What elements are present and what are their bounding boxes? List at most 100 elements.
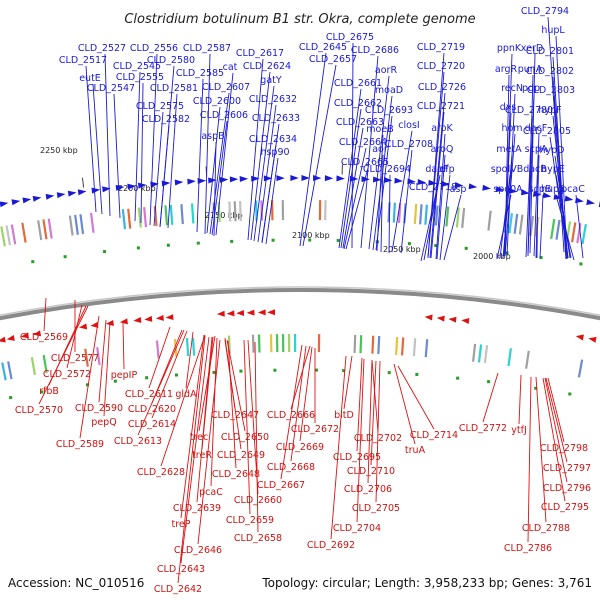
leader-line-bottom (482, 372, 499, 423)
gc-marker (196, 241, 200, 245)
leader-line-bottom (224, 339, 242, 450)
gene-label-top: xerD (521, 43, 543, 54)
gc-marker (415, 372, 419, 376)
leader-line-top (253, 85, 275, 242)
leader-line-top (250, 71, 271, 241)
leader-line-bottom (518, 374, 522, 425)
gene-label-top: CLD_2632 (249, 94, 297, 105)
gc-marker (212, 370, 216, 374)
gc-marker (336, 238, 340, 242)
gene-label-bottom: CLD_2660 (234, 495, 282, 506)
leader-line-bottom (198, 335, 216, 432)
gene-label-bottom: CLD_2649 (217, 450, 265, 461)
gene-label-top: CLD_2662 (334, 98, 382, 109)
forward-gene (441, 180, 450, 187)
reverse-gene (20, 332, 29, 339)
reverse-gene (133, 316, 142, 323)
gene-label-top: aorR (375, 65, 398, 76)
forward-gene (290, 175, 299, 182)
cog-bar-forward (392, 202, 396, 223)
forward-gene (11, 199, 21, 206)
gene-label-top: CLD_2555 (116, 72, 164, 83)
gene-label-top: eutE (79, 73, 101, 84)
gc-marker (534, 386, 538, 390)
gene-label-top: dacF (525, 123, 548, 134)
gene-label-bottom: CLD_2646 (174, 545, 222, 556)
forward-gene (361, 176, 370, 183)
cog-bar-forward (550, 218, 556, 240)
gene-label-bottom: CLD_2613 (114, 436, 162, 447)
gene-label-top: aroK (431, 123, 453, 134)
leader-line-bottom (299, 346, 313, 442)
gene-label-top: CLD_2600 (193, 96, 241, 107)
gene-label-bottom: CLD_2798 (540, 443, 588, 454)
gc-marker (136, 246, 140, 250)
gc-marker (145, 376, 149, 380)
forward-gene (520, 189, 530, 196)
gene-label-top: CLD_2803 (527, 85, 575, 96)
gene-label-top: CLD_2587 (183, 43, 231, 54)
cog-bar-reverse (155, 340, 160, 359)
gene-label-bottom: CLD_2710 (347, 466, 395, 477)
gc-marker (239, 369, 243, 373)
cog-bar-reverse (227, 335, 231, 354)
cog-bar-reverse (507, 348, 512, 367)
gene-label-top: CLD_2575 (136, 101, 184, 112)
gene-label-top: punA (518, 64, 543, 75)
forward-gene (229, 176, 239, 183)
leader-line-top (167, 93, 178, 229)
reverse-gene (424, 314, 433, 321)
cog-bar-forward (233, 201, 237, 222)
leader-line-top (375, 115, 393, 251)
cog-bar-forward (455, 207, 460, 228)
leader-line-top (533, 133, 540, 257)
reverse-gene (448, 316, 457, 323)
gene-label-bottom: CLD_2572 (43, 369, 91, 380)
reverse-gene (90, 321, 99, 328)
forward-gene (394, 177, 403, 184)
reverse-gene (257, 309, 266, 316)
gene-label-top: CLD_2802 (526, 66, 574, 77)
forward-gene (454, 182, 464, 188)
leader-line-top (299, 52, 327, 247)
leader-line-bottom (547, 377, 565, 443)
gene-label-bottom: CLD_2614 (128, 419, 176, 430)
leader-line-top (342, 127, 364, 249)
gene-label-top: CLD_2805 (523, 126, 571, 137)
forward-gene (77, 189, 87, 196)
gene-label-top: ppnK (497, 43, 522, 54)
leader-line-top (257, 104, 277, 243)
leader-line-bottom (280, 344, 303, 480)
forward-gene (219, 176, 229, 183)
cog-bar-forward (121, 209, 127, 230)
leader-line-bottom (177, 335, 206, 584)
leader-line-top (496, 194, 512, 260)
cog-bar-forward (47, 218, 53, 239)
reverse-gene (246, 309, 255, 316)
reverse-gene (216, 310, 225, 317)
forward-gene (56, 192, 66, 199)
leader-line-bottom (185, 331, 194, 389)
reverse-gene (6, 334, 15, 341)
reverse-gene (0, 336, 6, 343)
gene-label-bottom: ytfJ (511, 425, 527, 436)
leader-line-top (360, 55, 379, 249)
forward-gene (32, 195, 42, 202)
gc-marker (568, 392, 572, 396)
reverse-gene (78, 323, 88, 330)
leader-line-top (430, 111, 445, 259)
cog-bar-reverse (42, 354, 48, 374)
tick-label: 2200 kbp (118, 184, 156, 193)
leader-line-bottom (535, 376, 547, 523)
gene-label-bottom: treP (172, 519, 191, 530)
gene-label-top: hypF (538, 105, 561, 116)
reverse-gene (144, 315, 153, 322)
gc-marker (63, 255, 67, 259)
leader-line-top (261, 144, 277, 244)
leader-line-bottom (98, 319, 107, 403)
tick-mark (81, 177, 85, 188)
leader-line-top (368, 75, 390, 250)
gene-label-bottom: CLD_2643 (157, 564, 205, 575)
gene-label-top: CLD_2661 (334, 78, 382, 89)
gene-label-top: CLD_2617 (236, 48, 284, 59)
